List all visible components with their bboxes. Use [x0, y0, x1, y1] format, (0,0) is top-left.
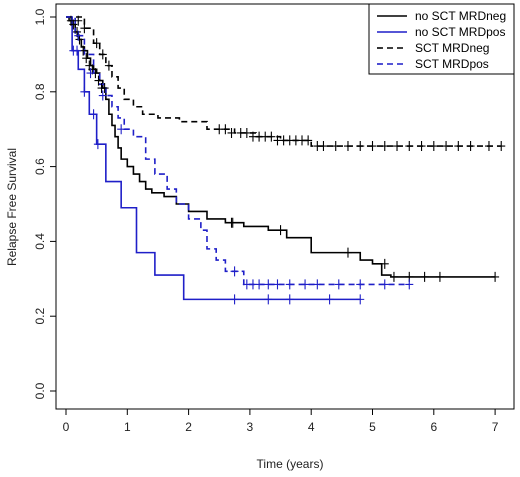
censor-mark [393, 141, 402, 152]
censor-mark [454, 141, 463, 152]
censor-mark [319, 141, 328, 152]
y-axis-title: Relapse Free Survival [5, 148, 19, 266]
x-tick-label: 5 [369, 420, 376, 434]
censor-mark [304, 135, 313, 146]
x-tick-label: 1 [124, 420, 131, 434]
censor-mark [255, 279, 264, 290]
censor-mark [405, 279, 414, 290]
plot-border [55, 3, 515, 410]
censor-mark [417, 141, 426, 152]
censor-mark [368, 141, 377, 152]
censor-mark [331, 141, 340, 152]
censor-mark [117, 124, 126, 135]
censor-mark [86, 68, 95, 79]
censor-mark [73, 45, 82, 56]
censor-mark [301, 279, 310, 290]
censor-mark [227, 127, 236, 138]
y-tick-label: 0.6 [33, 158, 47, 175]
legend: no SCT MRDneg no SCT MRDpos SCT MRDneg SCT … [368, 3, 515, 75]
censor-mark [82, 53, 91, 64]
censor-mark [405, 141, 414, 152]
censor-mark [230, 266, 239, 277]
censor-mark [429, 141, 438, 152]
y-tick-label: 0.0 [33, 382, 47, 399]
censor-mark [74, 15, 83, 26]
x-tick-label: 2 [185, 420, 192, 434]
censor-mark [313, 279, 322, 290]
x-tick-label: 4 [308, 420, 315, 434]
censor-mark [343, 141, 352, 152]
censor-mark [420, 271, 429, 282]
censor-mark [100, 83, 109, 94]
censor-mark [285, 294, 294, 305]
y-tick-label: 1.0 [33, 8, 47, 25]
censor-mark [92, 38, 101, 49]
censor-mark [325, 294, 334, 305]
censor-mark [89, 109, 98, 120]
y-tick-label: 0.8 [33, 83, 47, 100]
censor-mark [356, 294, 365, 305]
plot-frame [55, 3, 515, 410]
censor-mark [94, 75, 103, 86]
censor-mark [242, 127, 251, 138]
censor-mark [69, 19, 78, 30]
censor-marks [66, 15, 506, 305]
censor-mark [264, 279, 273, 290]
censor-mark [466, 141, 475, 152]
censor-mark [380, 258, 389, 269]
censor-mark [80, 23, 89, 34]
censor-mark [491, 271, 500, 282]
censor-mark [380, 141, 389, 152]
x-tick-label: 6 [430, 420, 437, 434]
censor-mark [285, 279, 294, 290]
censor-mark [435, 271, 444, 282]
legend-label: SCT MRDpos [415, 57, 489, 71]
censor-mark [98, 49, 107, 60]
x-axis: 0 1 2 3 4 5 6 7 [63, 409, 499, 434]
censor-mark [484, 141, 493, 152]
legend-label: SCT MRDneg [415, 41, 489, 55]
censor-mark [273, 279, 282, 290]
x-tick-label: 7 [492, 420, 499, 434]
x-tick-label: 0 [63, 420, 70, 434]
x-axis-title: Time (years) [257, 457, 324, 471]
censor-mark [264, 294, 273, 305]
censor-mark [343, 247, 352, 258]
censor-mark [389, 271, 398, 282]
y-tick-label: 0.4 [33, 233, 47, 250]
censor-mark [334, 279, 343, 290]
legend-label: no SCT MRDneg [415, 9, 506, 23]
series-line-4 [66, 16, 410, 286]
censor-mark [228, 217, 237, 228]
censor-mark [98, 90, 107, 101]
censor-mark [267, 131, 276, 142]
censor-mark [356, 141, 365, 152]
censor-mark [221, 124, 230, 135]
y-tick-label: 0.2 [33, 308, 47, 325]
x-tick-label: 3 [247, 420, 254, 434]
censor-mark [230, 294, 239, 305]
censor-mark [380, 279, 389, 290]
censor-mark [104, 60, 113, 71]
censor-mark [80, 86, 89, 97]
censor-mark [93, 139, 102, 150]
censor-mark [356, 279, 365, 290]
series-line-3 [66, 16, 502, 147]
censor-mark [276, 225, 285, 236]
censor-mark [497, 141, 506, 152]
y-axis: 0.0 0.2 0.4 0.6 0.8 1.0 [33, 8, 56, 399]
censor-mark [442, 141, 451, 152]
censor-mark [74, 30, 83, 41]
legend-label: no SCT MRDpos [415, 25, 505, 39]
